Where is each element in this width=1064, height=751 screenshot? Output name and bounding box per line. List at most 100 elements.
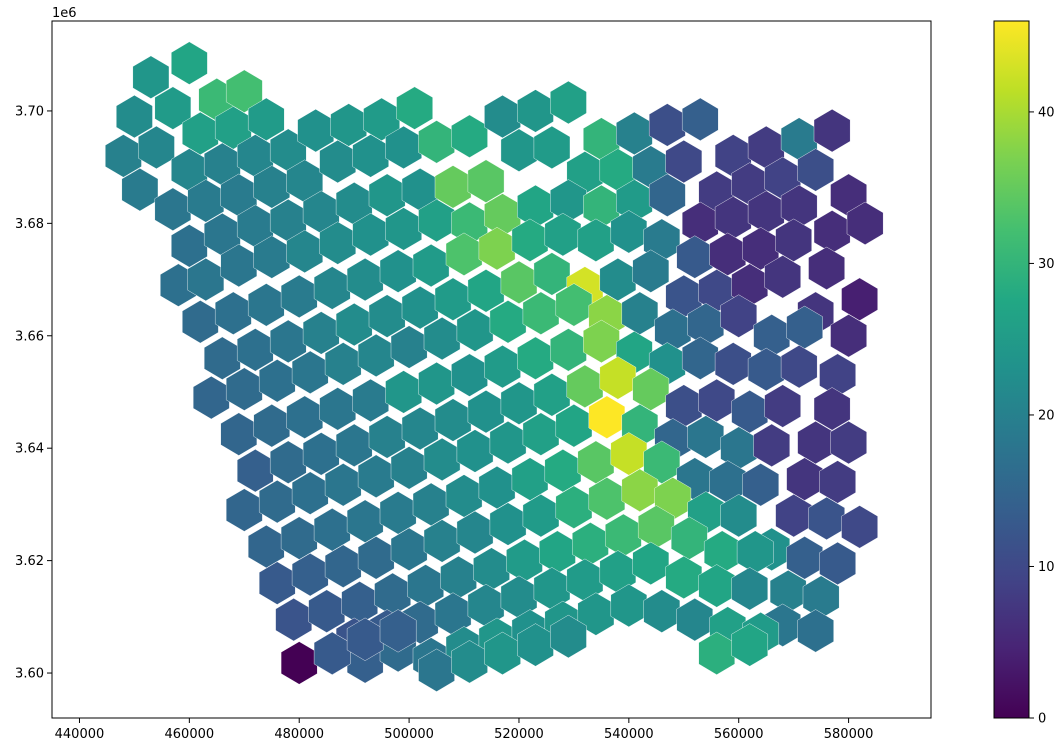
y-tick-label: 3.70	[15, 104, 44, 119]
hexbin-cell	[368, 415, 406, 459]
x-tick-label: 580000	[824, 727, 874, 742]
hexbin-cell	[385, 370, 422, 414]
hexbin-cell	[500, 575, 538, 619]
hexbin-cell	[247, 97, 285, 141]
hexbin-cell	[616, 179, 653, 223]
hexbin-cell	[412, 243, 450, 288]
hexbin-cell	[500, 128, 538, 172]
x-axis: 440000 460000 480000 500000 520000 540000 5600…	[55, 718, 874, 742]
x-tick-label: 440000	[55, 727, 105, 742]
hexbin-cell	[478, 465, 516, 510]
hexbin-cell	[731, 390, 768, 434]
hexbin-cell	[819, 353, 856, 397]
colorbar-tick-label: 20	[1038, 408, 1055, 423]
hexbin-cell	[368, 294, 406, 338]
hexbin-cell	[313, 266, 351, 310]
hexbin-cell	[616, 111, 653, 156]
hexbin-cell	[808, 246, 845, 290]
hexbin-cell	[720, 426, 757, 470]
hexbin-cell	[555, 485, 593, 529]
hexbin-cell	[605, 513, 642, 557]
hexbin-cell	[280, 274, 318, 319]
x-tick-label: 500000	[384, 727, 434, 742]
hexbin-cell	[308, 589, 345, 633]
hexbin-cell	[220, 243, 258, 288]
y-offset-label: 1e6	[52, 6, 77, 21]
hexbin-cell	[522, 291, 560, 335]
hexbin-cell	[154, 187, 192, 231]
hexbin-cell	[786, 305, 823, 349]
hexbin-cell	[116, 94, 153, 139]
hexbin-cell	[753, 423, 790, 467]
hexbin-cell	[236, 449, 274, 493]
hexbin-cell	[440, 555, 477, 600]
hexbin-cell	[357, 536, 395, 580]
hexbin-cell	[319, 221, 356, 265]
hexbin-cell	[379, 491, 417, 535]
hexbin-cell	[341, 581, 378, 625]
hexbin-cell	[396, 86, 433, 130]
hexbin-cell	[352, 212, 389, 257]
hexbin-cell	[489, 300, 527, 344]
hexbin-cell	[434, 398, 472, 442]
hexbin-cell	[352, 134, 389, 178]
hexbin-cell	[665, 555, 703, 600]
hexbin-cell	[819, 460, 856, 504]
hexbin-cell	[390, 325, 428, 369]
hexbin-cell	[830, 420, 867, 465]
hexbin-cell	[830, 314, 867, 358]
hexbin-cell	[511, 457, 549, 501]
hexbin-cell	[253, 404, 290, 448]
hexbin-cell	[813, 108, 851, 153]
hexbin-cell	[550, 328, 587, 372]
colorbar-tick-label: 10	[1038, 560, 1055, 575]
hexbin-cell	[550, 614, 587, 659]
colorbar-tick-label: 40	[1038, 105, 1055, 120]
hexbin-cell	[335, 302, 373, 347]
hexbin-cell	[665, 384, 703, 428]
hexbin-cell	[286, 395, 323, 439]
hexbin-cell	[698, 378, 735, 423]
hexbin-cell	[566, 558, 604, 602]
hexbin-cell	[434, 592, 472, 636]
hexbin-cell	[517, 184, 554, 229]
hexbin-cell	[533, 125, 571, 170]
hexbin-cell	[330, 103, 367, 147]
hexbin-cell	[259, 359, 296, 403]
hexbin-cell	[203, 336, 241, 380]
hexbin-cell	[478, 227, 516, 271]
hexbin-cell	[704, 530, 741, 574]
y-tick-label: 3.68	[15, 217, 44, 232]
hexbin-cell	[643, 589, 681, 633]
hexbin-cell	[780, 345, 818, 389]
colorbar-tick-label: 30	[1038, 257, 1055, 272]
hexbin-cell	[225, 488, 263, 532]
hexbin-cell	[385, 125, 422, 170]
hexbin-cell	[352, 378, 389, 423]
hexbin-cell	[676, 598, 713, 642]
colorbar-tick-label: 0	[1038, 712, 1046, 727]
hexbin-cell	[742, 463, 779, 507]
hexbin-cell	[187, 179, 225, 223]
hexbin-cell	[709, 232, 746, 276]
hexbin-cell	[533, 373, 571, 417]
hexbin-cell	[682, 201, 719, 245]
hexbin-cell	[280, 516, 318, 560]
y-tick-label: 3.60	[15, 667, 44, 682]
x-tick-label: 520000	[494, 727, 544, 742]
hexbin-cell	[841, 505, 878, 549]
hexbin-cell	[698, 631, 735, 675]
hexbin-cell	[160, 263, 197, 307]
hexbin-cell	[182, 300, 219, 344]
hexbin-cell	[550, 80, 587, 125]
hexbin-cell	[467, 269, 505, 313]
hexbin-cell	[182, 111, 219, 156]
hexbin-cell	[621, 291, 659, 335]
hexbin-cell	[302, 432, 340, 476]
hexbin-cell	[451, 353, 488, 397]
hexbin-cell	[319, 139, 356, 184]
hexbin-cell	[665, 139, 703, 184]
hexbin-cell	[588, 477, 626, 521]
hexbin-cell	[423, 316, 461, 361]
